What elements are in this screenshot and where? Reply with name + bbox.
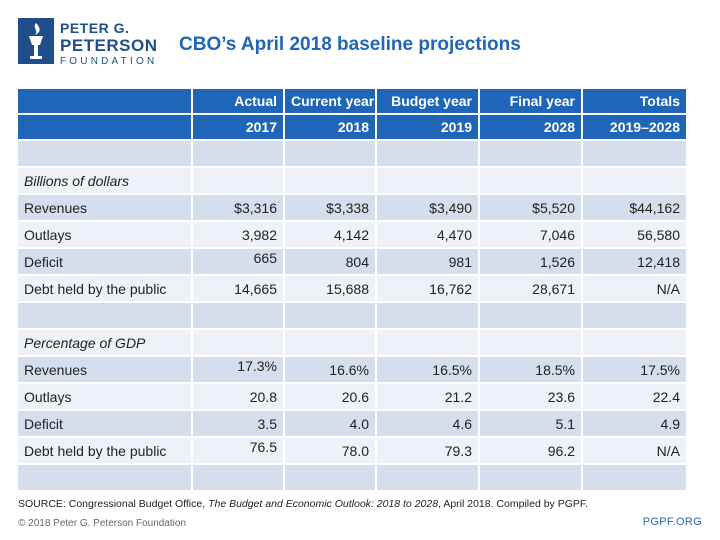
torch-icon bbox=[18, 18, 54, 64]
source-prefix: SOURCE: Congressional Budget Office, bbox=[18, 498, 209, 510]
copyright: © 2018 Peter G. Peterson Foundation bbox=[18, 518, 187, 529]
table-cell: 3.5 bbox=[192, 410, 285, 438]
table-cell: 5.1 bbox=[479, 410, 583, 438]
table-cell: 16.6% bbox=[284, 356, 377, 384]
row-label: Debt held by the public bbox=[18, 275, 193, 303]
header-cell: 2018 bbox=[284, 114, 377, 141]
header-cell: Budget year bbox=[376, 89, 480, 115]
table-cell: 56,580 bbox=[582, 221, 686, 249]
header-cell: Totals bbox=[582, 89, 686, 115]
brand-logo: PETER G. PETERSON FOUNDATION bbox=[60, 21, 158, 67]
row-label: Outlays bbox=[18, 221, 193, 249]
table-cell: 79.3 bbox=[376, 437, 480, 465]
section-label: Billions of dollars bbox=[18, 167, 193, 195]
brand-line-3: FOUNDATION bbox=[60, 56, 158, 67]
table-row: Deficit 3.5 4.0 4.6 5.1 4.9 bbox=[18, 410, 686, 438]
header-cell: 2017 bbox=[192, 114, 285, 141]
source-note: SOURCE: Congressional Budget Office, The… bbox=[18, 498, 588, 510]
table-cell: 7,046 bbox=[479, 221, 583, 249]
table-cell: 28,671 bbox=[479, 275, 583, 303]
row-label: Revenues bbox=[18, 356, 193, 384]
table-cell: 23.6 bbox=[479, 383, 583, 411]
header-cell: Actual bbox=[192, 89, 285, 115]
projections-table: Actual Current year Budget year Final ye… bbox=[18, 89, 686, 492]
row-label: Revenues bbox=[18, 194, 193, 222]
table-row: Debt held by the public 76.5 78.0 79.3 9… bbox=[18, 437, 686, 465]
section-heading-row: Percentage of GDP bbox=[18, 329, 686, 357]
header-cell: Current year bbox=[284, 89, 377, 115]
cell-value: 76.5 bbox=[249, 438, 277, 455]
table-cell: 665 bbox=[192, 248, 285, 276]
table-cell: 22.4 bbox=[582, 383, 686, 411]
header-cell: 2019 bbox=[376, 114, 480, 141]
table-cell: 14,665 bbox=[192, 275, 285, 303]
spacer-row bbox=[18, 140, 686, 168]
table-cell: N/A bbox=[582, 437, 686, 465]
table-row: Debt held by the public 14,665 15,688 16… bbox=[18, 275, 686, 303]
row-label: Debt held by the public bbox=[18, 437, 193, 465]
section-label: Percentage of GDP bbox=[18, 329, 193, 357]
brand-line-1: PETER G. bbox=[60, 20, 130, 36]
table-cell: 3,982 bbox=[192, 221, 285, 249]
table-cell: 96.2 bbox=[479, 437, 583, 465]
header-cell: 2028 bbox=[479, 114, 583, 141]
brand-line-2: PETERSON bbox=[60, 36, 158, 55]
table-cell: 1,526 bbox=[479, 248, 583, 276]
header-cell bbox=[18, 114, 193, 141]
table-cell: 20.8 bbox=[192, 383, 285, 411]
table-cell: 78.0 bbox=[284, 437, 377, 465]
table-cell: 17.5% bbox=[582, 356, 686, 384]
table-cell: 18.5% bbox=[479, 356, 583, 384]
table-cell: 16.5% bbox=[376, 356, 480, 384]
row-label: Outlays bbox=[18, 383, 193, 411]
header-cell: 2019–2028 bbox=[582, 114, 686, 141]
table-cell: $3,338 bbox=[284, 194, 377, 222]
row-label: Deficit bbox=[18, 248, 193, 276]
table-cell: N/A bbox=[582, 275, 686, 303]
table-cell: 4.0 bbox=[284, 410, 377, 438]
table-row: Revenues $3,316 $3,338 $3,490 $5,520 $44… bbox=[18, 194, 686, 222]
table-row: Outlays 3,982 4,142 4,470 7,046 56,580 bbox=[18, 221, 686, 249]
source-suffix: , April 2018. Compiled by PGPF. bbox=[438, 498, 589, 510]
spacer-row bbox=[18, 464, 686, 492]
header-cell: Final year bbox=[479, 89, 583, 115]
table-row: Deficit 665 804 981 1,526 12,418 bbox=[18, 248, 686, 276]
section-heading-row: Billions of dollars bbox=[18, 167, 686, 195]
table-header-row-1: Actual Current year Budget year Final ye… bbox=[18, 89, 686, 115]
table-cell: 12,418 bbox=[582, 248, 686, 276]
table-row: Outlays 20.8 20.6 21.2 23.6 22.4 bbox=[18, 383, 686, 411]
header-cell bbox=[18, 89, 193, 115]
table-cell: 20.6 bbox=[284, 383, 377, 411]
table-cell: 4.9 bbox=[582, 410, 686, 438]
table-cell: 4.6 bbox=[376, 410, 480, 438]
table-row: Revenues 17.3% 16.6% 16.5% 18.5% 17.5% bbox=[18, 356, 686, 384]
cell-value: 17.3% bbox=[237, 357, 277, 374]
table-cell: $3,316 bbox=[192, 194, 285, 222]
table-header-row-2: 2017 2018 2019 2028 2019–2028 bbox=[18, 114, 686, 141]
table-cell: 981 bbox=[376, 248, 480, 276]
cell-value: 665 bbox=[253, 249, 277, 266]
table-cell: $3,490 bbox=[376, 194, 480, 222]
table-cell: 17.3% bbox=[192, 356, 285, 384]
table-cell: 4,142 bbox=[284, 221, 377, 249]
header: PETER G. PETERSON FOUNDATION CBO’s April… bbox=[18, 18, 708, 70]
spacer-row bbox=[18, 302, 686, 330]
source-title: The Budget and Economic Outlook: 2018 to… bbox=[208, 498, 439, 510]
table-cell: 76.5 bbox=[192, 437, 285, 465]
table-cell: 804 bbox=[284, 248, 377, 276]
row-label: Deficit bbox=[18, 410, 193, 438]
table-cell: 15,688 bbox=[284, 275, 377, 303]
table-cell: $5,520 bbox=[479, 194, 583, 222]
table-cell: 16,762 bbox=[376, 275, 480, 303]
page-title: CBO’s April 2018 baseline projections bbox=[179, 34, 521, 55]
table-cell: 21.2 bbox=[376, 383, 480, 411]
site-link[interactable]: PGPF.ORG bbox=[642, 516, 702, 528]
table-cell: 4,470 bbox=[376, 221, 480, 249]
table-cell: $44,162 bbox=[582, 194, 686, 222]
